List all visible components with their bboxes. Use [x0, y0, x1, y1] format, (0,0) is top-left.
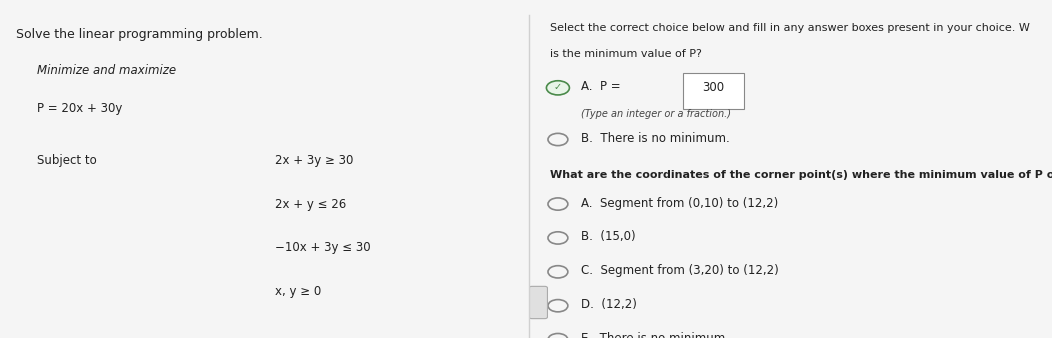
Text: •: • [537, 300, 541, 306]
Circle shape [546, 81, 569, 95]
Text: 2x + 3y ≥ 30: 2x + 3y ≥ 30 [276, 154, 353, 167]
Text: A.  P =: A. P = [582, 80, 621, 93]
Text: •: • [537, 306, 541, 312]
Text: E.  There is no minimum.: E. There is no minimum. [582, 332, 729, 338]
Text: B.  (15,0): B. (15,0) [582, 231, 636, 243]
Text: (Type an integer or a fraction.): (Type an integer or a fraction.) [582, 109, 731, 119]
Text: is the minimum value of P?: is the minimum value of P? [550, 49, 702, 59]
Text: C.  Segment from (3,20) to (12,2): C. Segment from (3,20) to (12,2) [582, 264, 780, 277]
Text: D.  (12,2): D. (12,2) [582, 298, 638, 311]
Text: P = 20x + 30y: P = 20x + 30y [37, 102, 122, 115]
Text: B.  There is no minimum.: B. There is no minimum. [582, 132, 730, 145]
Text: A.  Segment from (0,10) to (12,2): A. Segment from (0,10) to (12,2) [582, 197, 778, 210]
Text: Minimize and maximize: Minimize and maximize [37, 64, 176, 77]
Text: x, y ≥ 0: x, y ≥ 0 [276, 285, 322, 298]
Text: What are the coordinates of the corner point(s) where the minimum value of P occ: What are the coordinates of the corner p… [550, 170, 1052, 180]
Text: ✓: ✓ [553, 82, 562, 92]
Text: −10x + 3y ≤ 30: −10x + 3y ≤ 30 [276, 241, 370, 254]
FancyBboxPatch shape [529, 286, 547, 319]
Text: Select the correct choice below and fill in any answer boxes present in your cho: Select the correct choice below and fill… [550, 23, 1030, 33]
Text: •: • [537, 295, 541, 301]
Text: 2x + y ≤ 26: 2x + y ≤ 26 [276, 198, 346, 211]
Text: Subject to: Subject to [37, 154, 97, 167]
Text: 300: 300 [703, 81, 725, 94]
Text: Solve the linear programming problem.: Solve the linear programming problem. [16, 28, 263, 41]
FancyBboxPatch shape [684, 73, 744, 109]
